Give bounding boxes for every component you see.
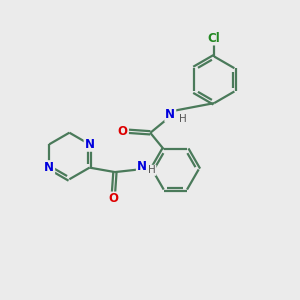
Text: N: N xyxy=(165,108,175,122)
Text: N: N xyxy=(85,138,94,151)
Text: H: H xyxy=(179,114,187,124)
Text: O: O xyxy=(118,125,128,138)
Text: Cl: Cl xyxy=(208,32,220,44)
Text: N: N xyxy=(137,160,147,172)
Text: H: H xyxy=(148,165,156,175)
Text: O: O xyxy=(108,193,118,206)
Text: N: N xyxy=(44,161,54,174)
